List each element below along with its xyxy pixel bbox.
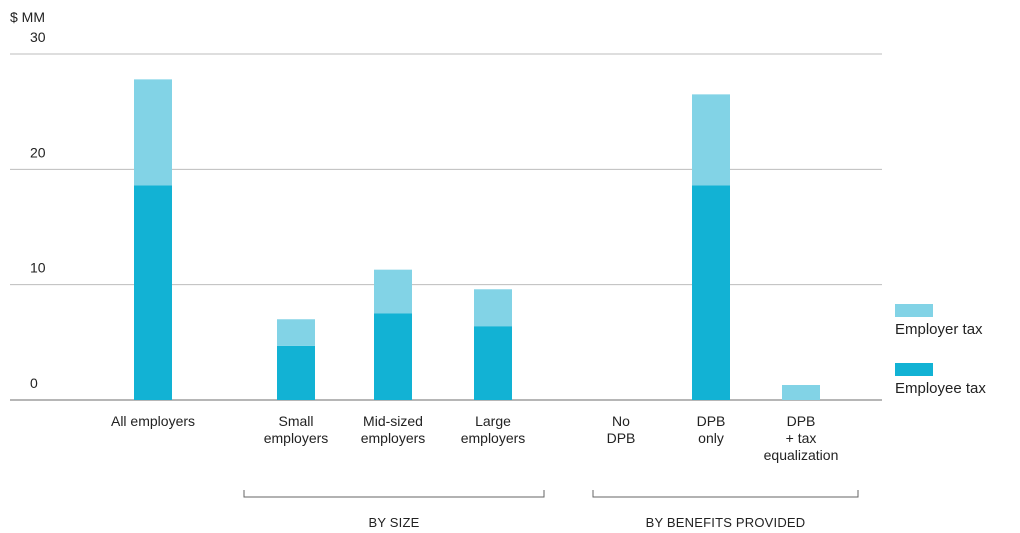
bar-segment-employer-tax <box>692 94 730 186</box>
category-label: DPB + tax equalization <box>764 413 839 463</box>
group-bracket <box>592 490 859 498</box>
y-unit-label: $ MM <box>10 9 45 25</box>
y-tick-label: 10 <box>30 260 46 276</box>
bars <box>134 79 820 400</box>
category-labels: All employers Small employers Mid-sized empl… <box>111 413 838 463</box>
category-label: Mid-sized employers <box>361 413 426 446</box>
bar-segment-employer-tax <box>782 385 820 400</box>
category-label: DPB only <box>697 413 726 446</box>
group-label: BY SIZE <box>368 515 419 530</box>
group-bracket <box>243 490 545 498</box>
bar-segment-employee-tax <box>277 345 315 400</box>
legend: Employer tax Employee tax <box>895 304 986 397</box>
bar-segment-employee-tax <box>474 326 512 400</box>
bar-segment-employer-tax <box>374 269 412 314</box>
group-label: BY BENEFITS PROVIDED <box>646 515 806 530</box>
y-axis-ticks: 0 10 20 30 <box>30 29 46 391</box>
category-label: All employers <box>111 413 195 429</box>
y-tick-label: 20 <box>30 144 46 160</box>
y-tick-label: 30 <box>30 29 46 45</box>
bar-segment-employee-tax <box>692 185 730 400</box>
bar-segment-employee-tax <box>134 185 172 400</box>
legend-swatch <box>895 304 933 317</box>
bar-segment-employer-tax <box>134 79 172 186</box>
category-label: Small employers <box>264 413 329 446</box>
legend-swatch <box>895 363 933 376</box>
bar-segment-employee-tax <box>374 313 412 400</box>
y-tick-label: 0 <box>30 375 38 391</box>
group-brackets: BY SIZE BY BENEFITS PROVIDED <box>243 490 859 530</box>
legend-label: Employer tax <box>895 321 983 338</box>
category-label: No DPB <box>607 413 636 446</box>
category-label: Large employers <box>461 413 526 446</box>
bar-segment-employer-tax <box>277 319 315 346</box>
legend-label: Employee tax <box>895 380 986 397</box>
bar-segment-employer-tax <box>474 289 512 327</box>
